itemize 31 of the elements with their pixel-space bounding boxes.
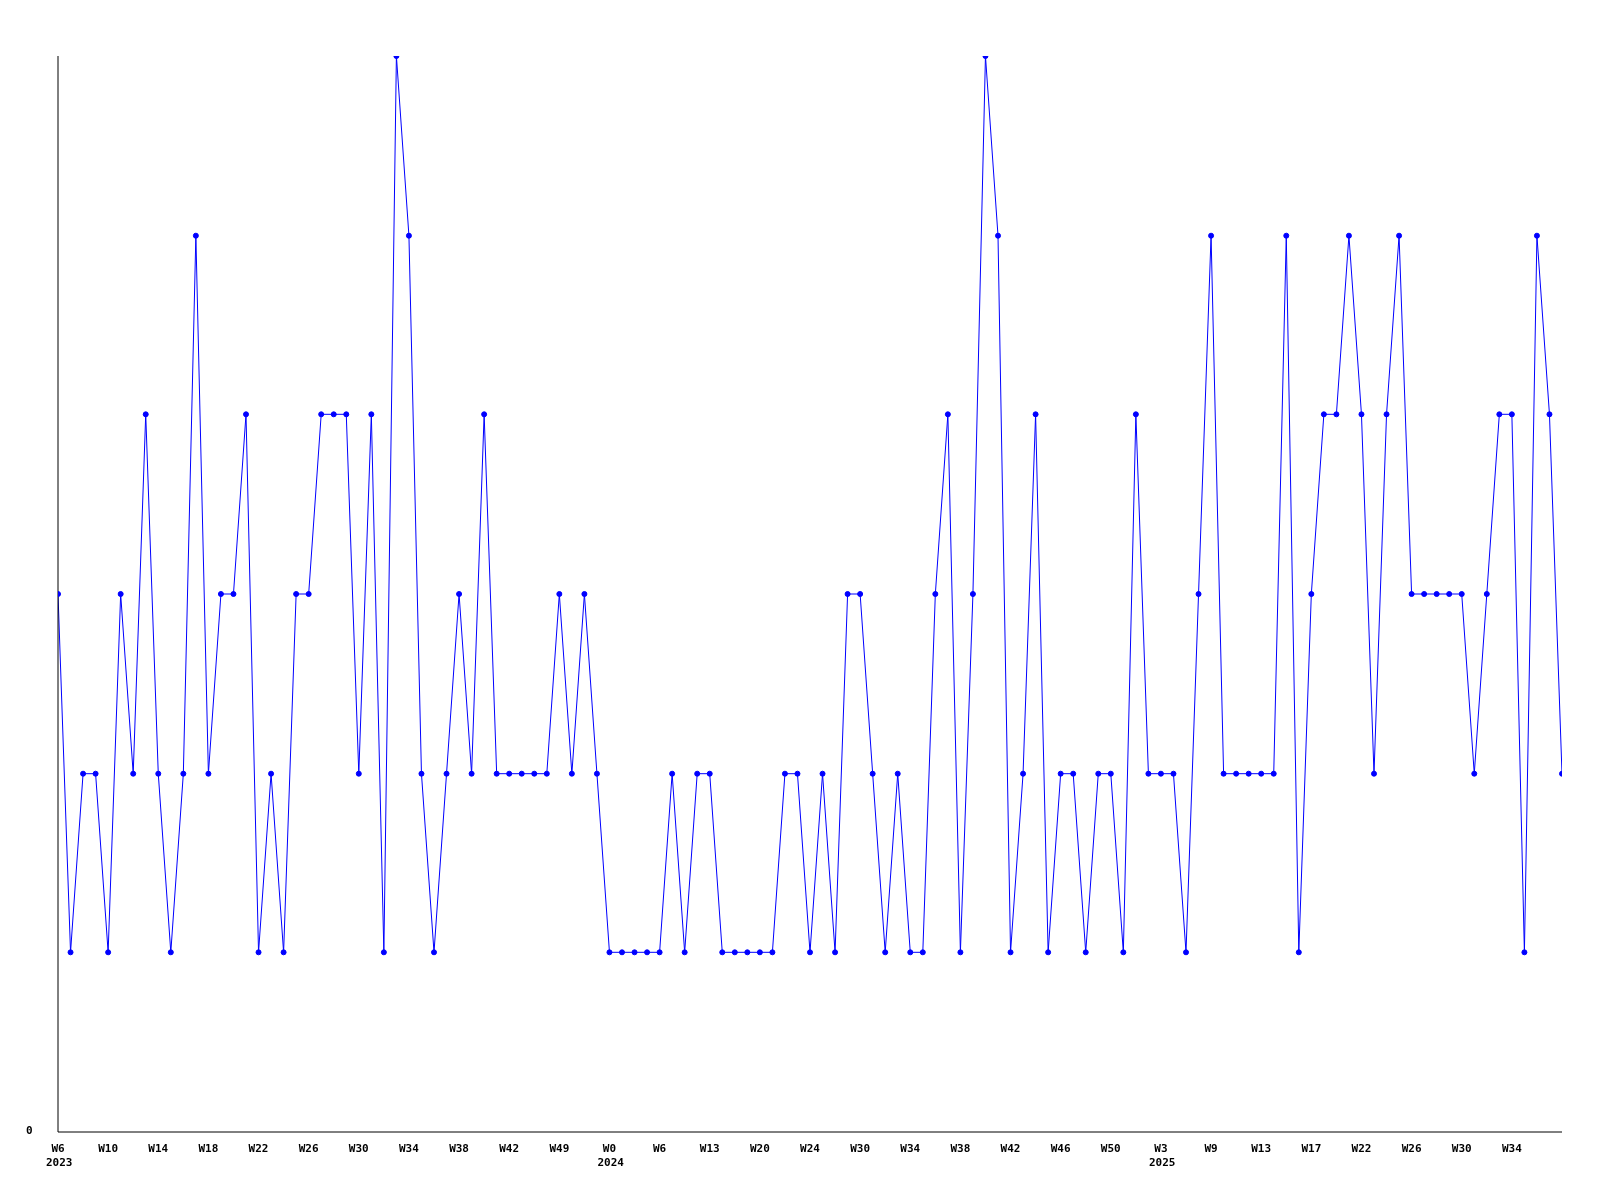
x-tick-label: W49 [549,1142,570,1155]
x-tick-label: W24 [800,1142,821,1155]
x-tick-label: W22 [1351,1142,1372,1155]
x-tick-label: W6 2023 [46,1142,73,1169]
x-tick-label: W34 [900,1142,921,1155]
x-tick-label: W9 [1204,1142,1218,1155]
x-tick-label: W20 [749,1142,770,1155]
x-tick-label: W14 [148,1142,169,1155]
x-tick-label: W18 [198,1142,219,1155]
x-tick-label: W30 [348,1142,369,1155]
x-tick-label: W30 [850,1142,871,1155]
x-tick-label: W6 [652,1142,667,1155]
x-tick-label: W3 2025 [1148,1142,1176,1169]
x-tick-label: W34 [1501,1142,1523,1155]
x-tick-label: W38 [449,1142,469,1155]
x-tick-label: W26 [298,1142,319,1155]
x-tick-label: W42 [499,1142,520,1155]
x-tick-label: W34 [399,1142,420,1155]
x-tick-label: W0 2024 [597,1142,625,1169]
x-tick-label: W30 [1451,1142,1472,1155]
x-tick-label: W42 [1000,1142,1021,1155]
x-tick-label: W46 [1050,1142,1071,1155]
x-tick-label: W38 [950,1142,971,1155]
x-tick-label: W13 [1251,1142,1272,1155]
x-tick-label: W50 [1100,1142,1121,1155]
x-tick-label: W26 [1401,1142,1422,1155]
x-tick-label: W17 [1301,1142,1322,1155]
text: 0 [26,1124,33,1137]
x-tick-label: W22 [248,1142,269,1155]
x-tick-label: W10 [98,1142,119,1155]
x-tick-label: W13 [699,1142,720,1155]
